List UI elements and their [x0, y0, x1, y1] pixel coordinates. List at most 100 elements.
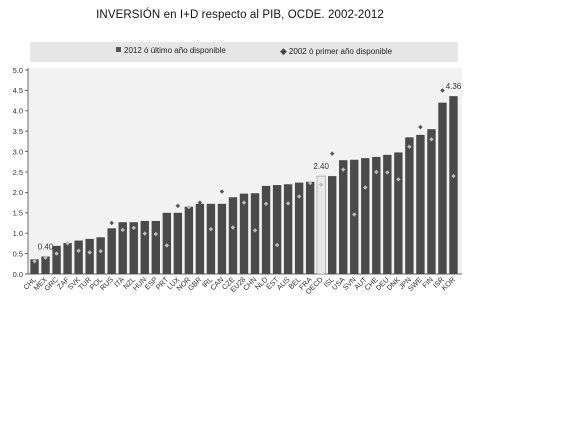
bar-bel	[294, 182, 304, 274]
bar-mex	[41, 256, 50, 274]
data-label-group: 0.40 2.40 4.36	[38, 82, 462, 251]
marker-ita	[120, 227, 125, 233]
marker-kor	[451, 173, 456, 179]
marker-est	[274, 242, 280, 248]
bar-dnk	[394, 152, 403, 274]
marker-jpn	[407, 144, 412, 149]
marker-deu	[385, 170, 390, 175]
marker-usa	[341, 167, 346, 172]
marker-che	[374, 169, 379, 175]
marker-hun	[142, 231, 147, 236]
bar-ita	[118, 222, 127, 274]
x-tick-label: KOR	[440, 275, 457, 292]
bar-svn	[350, 159, 359, 274]
marker-mex	[43, 255, 48, 260]
marker-isl	[330, 151, 335, 156]
bar-esp	[151, 220, 160, 274]
marker-esp	[153, 231, 158, 237]
bar-lux	[173, 212, 183, 274]
y-tick-label: 0.5	[13, 249, 23, 258]
markers-group	[32, 88, 456, 264]
marker-prt	[164, 243, 170, 248]
bar-can	[217, 203, 227, 274]
marker-aut	[363, 185, 368, 190]
marker-svk	[76, 248, 81, 253]
marker-eu28	[241, 200, 247, 205]
bar-swe	[416, 134, 425, 274]
bar-jpn	[405, 137, 414, 274]
bar-fin	[427, 129, 436, 274]
marker-isr	[440, 88, 445, 93]
bar-isl	[328, 176, 337, 274]
marker-grc	[54, 251, 59, 256]
y-tick-label: 5.0	[13, 66, 23, 75]
chart-legend: 2012 ó último año disponible ◆ 2002 ó pri…	[30, 42, 458, 62]
marker-nor	[186, 204, 192, 210]
bar-chn	[250, 193, 260, 274]
legend-latest-label: 2012 ó último año disponible	[124, 46, 226, 55]
marker-svn	[352, 212, 357, 217]
marker-rus	[109, 220, 114, 226]
marker-bel	[296, 194, 302, 199]
bar-aus	[283, 184, 293, 274]
bar-pol	[96, 237, 105, 274]
bar-svk	[74, 240, 83, 274]
x-axis-labels: CHLMEXGRCZAFSVKTURPOLRUSITANZLHUNESPPRTL…	[21, 275, 457, 296]
data-label-kor: 4.36	[446, 82, 462, 91]
marker-cze	[230, 225, 236, 230]
marker-dnk	[396, 177, 401, 182]
marker-gbr	[197, 200, 203, 205]
bar-fra	[305, 181, 315, 274]
y-tick-label: 1.5	[13, 209, 23, 218]
marker-zaf	[65, 241, 70, 246]
legend-item-latest: 2012 ó último año disponible	[116, 46, 226, 55]
marker-chl	[32, 259, 37, 264]
bars-group	[30, 96, 458, 275]
bar-deu	[383, 154, 392, 274]
bar-rus	[107, 228, 116, 274]
bar-oecd	[316, 175, 326, 275]
y-tick-label: 3.5	[13, 127, 23, 136]
marker-nld	[263, 201, 269, 207]
y-tick-label: 0.0	[13, 270, 23, 279]
bar-hun	[140, 220, 149, 274]
marker-oecd	[318, 182, 324, 187]
chart-title: INVERSIÓN en I+D respecto al PIB, OCDE. …	[96, 9, 384, 21]
bar-nld	[261, 185, 271, 274]
data-label-mex: 0.40	[38, 242, 54, 251]
bar-nzl	[129, 222, 138, 274]
marker-lux	[175, 203, 181, 209]
bar-irl	[206, 203, 216, 274]
marker-chn	[252, 228, 258, 233]
bar-aut	[361, 158, 370, 274]
bar-tur	[85, 238, 94, 274]
data-label-oecd: 2.40	[313, 162, 329, 171]
bar-usa	[339, 160, 348, 274]
y-tick-label: 1.0	[13, 229, 23, 238]
marker-fin	[429, 137, 434, 142]
legend-diamond-marker: ◆	[280, 46, 287, 56]
marker-tur	[87, 250, 92, 255]
bar-eu28	[239, 193, 249, 274]
legend-item-first: ◆ 2002 ó primer año disponible	[280, 46, 392, 57]
y-tick-label: 4.0	[13, 107, 23, 116]
marker-can	[219, 189, 225, 194]
marker-pol	[98, 248, 103, 254]
bar-zaf	[63, 242, 72, 274]
bar-che	[372, 156, 381, 274]
legend-first-label: 2002 ó primer año disponible	[288, 47, 393, 56]
marker-irl	[208, 226, 214, 232]
bar-cze	[228, 197, 238, 274]
marker-aus	[285, 201, 291, 206]
bar-kor	[449, 96, 458, 274]
bar-isr	[438, 102, 447, 274]
bar-est	[272, 185, 282, 274]
marker-nzl	[131, 225, 136, 231]
bar-grc	[52, 245, 61, 274]
y-tick-label: 3.0	[13, 147, 23, 156]
bar-chl	[30, 259, 39, 274]
marker-swe	[418, 124, 423, 130]
y-tick-label: 2.0	[13, 188, 23, 197]
legend-bar-swatch	[116, 47, 121, 53]
